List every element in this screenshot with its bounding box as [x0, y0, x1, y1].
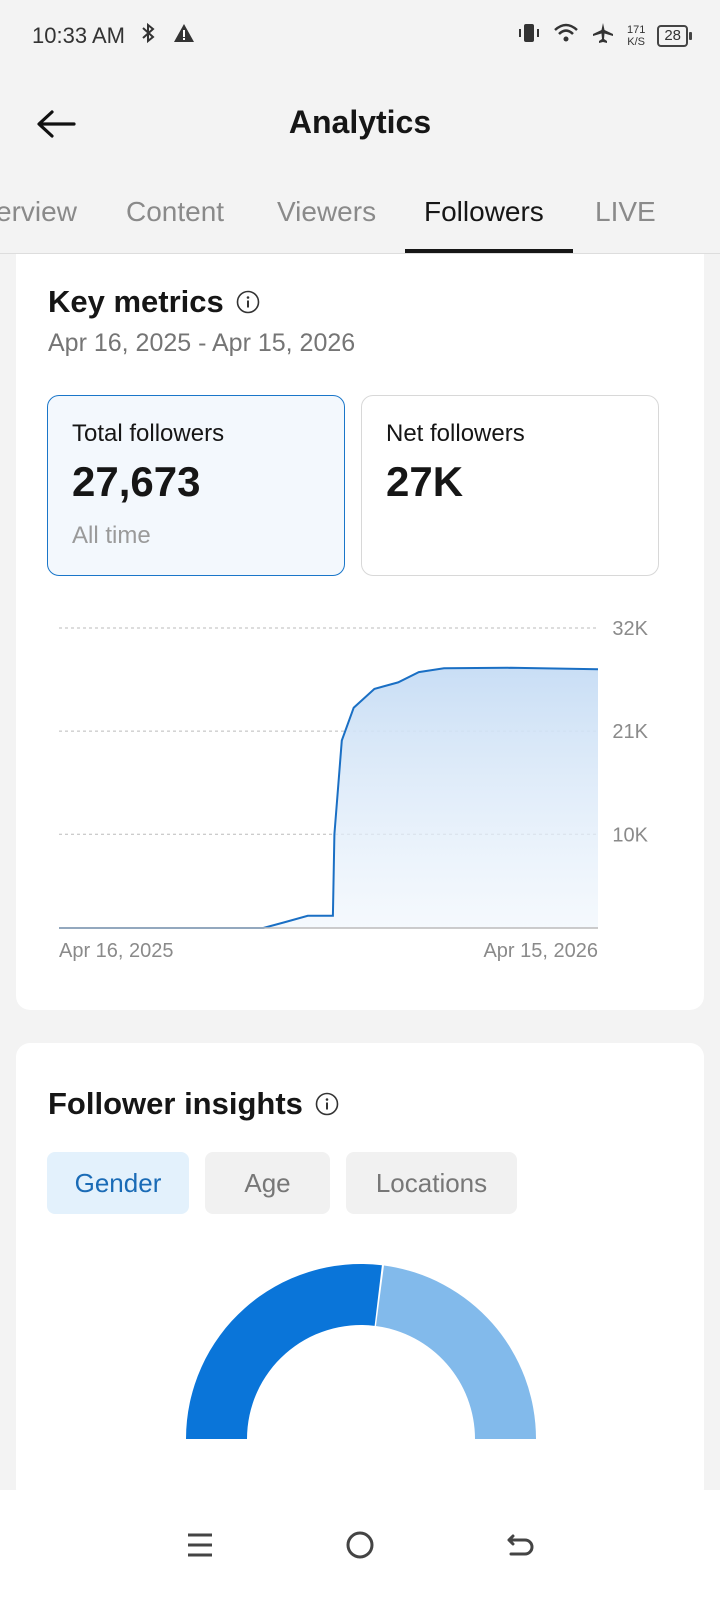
- y-tick-label: 10K: [612, 824, 648, 846]
- date-range: Apr 16, 2025 - Apr 15, 2026: [48, 329, 356, 357]
- net-followers-card[interactable]: Net followers 27K: [361, 395, 659, 576]
- chip-gender[interactable]: Gender: [47, 1152, 189, 1214]
- back-icon: [507, 1534, 534, 1556]
- gender-donut-chart: [186, 1264, 536, 1439]
- active-tab-indicator: [405, 249, 573, 253]
- status-bar: 10:33 AM 171 K/S 28: [0, 0, 720, 72]
- chip-locations[interactable]: Locations: [346, 1152, 517, 1214]
- total-followers-label: Total followers: [72, 420, 225, 447]
- follower-insights-title: Follower insights: [48, 1086, 303, 1121]
- tab-live[interactable]: LIVE: [595, 196, 656, 227]
- key-metrics-card: Key metrics Apr 16, 2025 - Apr 15, 2026 …: [16, 254, 704, 1010]
- follower-insights-heading: Follower insights: [48, 1086, 339, 1122]
- tab-bar: erview Content Viewers Followers LIVE: [0, 176, 720, 254]
- x-tick-end: Apr 15, 2026: [483, 940, 598, 962]
- page-title: Analytics: [288, 104, 432, 140]
- y-tick-label: 21K: [612, 721, 648, 743]
- home-button[interactable]: [330, 1515, 390, 1575]
- info-icon[interactable]: [236, 290, 260, 314]
- gender-segment-1[interactable]: [375, 1265, 536, 1439]
- system-nav-bar: [0, 1490, 720, 1600]
- total-followers-card[interactable]: Total followers 27,673 All time: [47, 395, 345, 576]
- menu-button[interactable]: [170, 1515, 230, 1575]
- key-metrics-heading: Key metrics: [48, 284, 260, 320]
- key-metrics-title: Key metrics: [48, 284, 224, 319]
- menu-icon: [188, 1533, 212, 1557]
- airplane-icon: [591, 21, 615, 51]
- arrow-left-icon: [37, 110, 76, 138]
- vibrate-icon: [517, 22, 541, 50]
- follower-insights-card: Follower insights Gender Age Locations: [16, 1043, 704, 1503]
- status-time: 10:33 AM: [32, 23, 125, 48]
- x-tick-start: Apr 16, 2025: [59, 940, 174, 962]
- chart-line: [59, 666, 599, 929]
- followers-chart: 32K 21K 10K Apr 16, 2025 Apr 15, 2026: [59, 618, 649, 962]
- bluetooth-icon: [139, 22, 159, 50]
- net-followers-label: Net followers: [386, 420, 525, 447]
- tab-content[interactable]: Content: [126, 196, 225, 227]
- total-followers-value: 27,673: [72, 458, 201, 505]
- back-button[interactable]: [28, 96, 84, 152]
- info-icon[interactable]: [315, 1092, 339, 1116]
- tab-viewers[interactable]: Viewers: [277, 196, 377, 227]
- chip-age[interactable]: Age: [205, 1152, 330, 1214]
- speed-unit: K/S: [627, 36, 645, 48]
- home-circle-icon: [346, 1531, 374, 1559]
- total-followers-subtitle: All time: [72, 522, 151, 549]
- gender-segment-0[interactable]: [186, 1264, 382, 1439]
- tab-overview[interactable]: erview: [0, 196, 77, 227]
- network-speed: 171 K/S: [627, 24, 645, 48]
- warning-icon: [173, 23, 195, 49]
- speed-value: 171: [626, 24, 646, 36]
- tab-followers[interactable]: Followers: [424, 196, 544, 227]
- net-followers-value: 27K: [386, 458, 464, 505]
- header: Analytics: [0, 80, 720, 166]
- y-tick-label: 32K: [612, 618, 648, 640]
- system-back-button[interactable]: [490, 1515, 550, 1575]
- wifi-icon: [553, 22, 579, 50]
- battery-indicator: 28: [657, 25, 692, 47]
- chart-area: [59, 667, 598, 928]
